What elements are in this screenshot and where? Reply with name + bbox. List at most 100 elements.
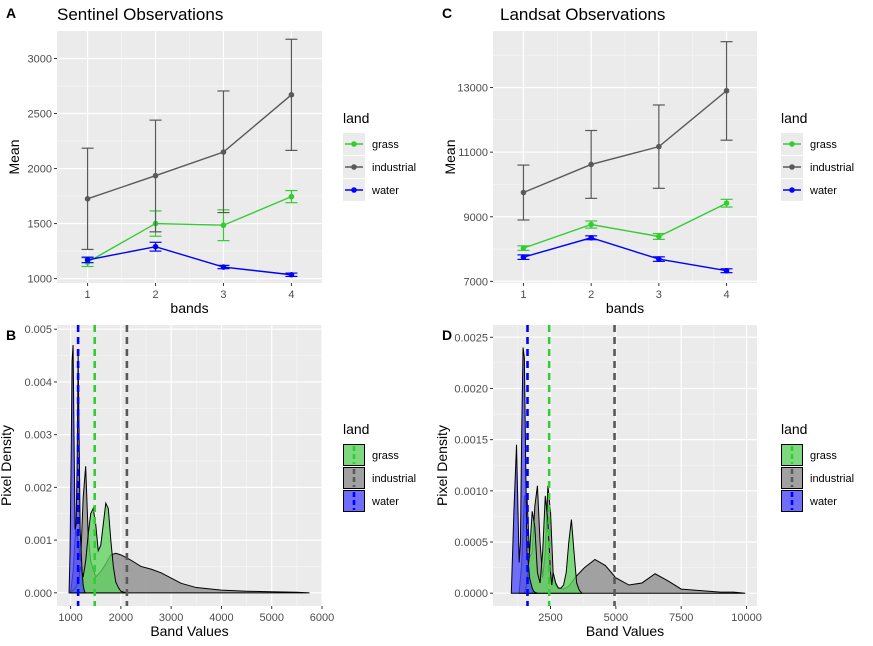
x-tick-label: 3000 [159, 612, 183, 624]
legend-label: grass [810, 139, 837, 151]
series-line [523, 90, 727, 194]
x-tick-label: 2 [152, 289, 158, 301]
y-axis-title: Pixel Density [0, 425, 14, 506]
panel-b: B 0.000 0.001 0.002 0.003 0.004 0.005 1000 2000 3… [0, 324, 416, 639]
legend-title: land [343, 110, 369, 126]
legend-title: land [781, 421, 807, 437]
data-point [588, 221, 594, 228]
legend: land grass industrial water [343, 421, 416, 512]
x-tick-label: 7500 [669, 612, 693, 624]
panel-letter: B [6, 327, 16, 343]
x-axis-title: bands [170, 300, 208, 316]
data-point [220, 264, 227, 270]
x-tick-label: 2000 [109, 612, 133, 624]
legend-label: water [371, 185, 399, 197]
data-point [588, 234, 594, 241]
data-point [588, 161, 594, 168]
legend-key-point [789, 141, 795, 147]
y-axis-title: Pixel Density [434, 425, 450, 506]
y-tick-label: 0.0010 [454, 486, 488, 498]
y-tick-label: 0.0005 [454, 537, 488, 549]
data-point [288, 271, 295, 278]
data-point [656, 256, 662, 262]
data-point [723, 267, 730, 274]
legend-label: industrial [810, 473, 854, 485]
legend-label: water [809, 496, 837, 508]
legend-key-point [789, 187, 795, 193]
data-point [220, 222, 227, 229]
series-industrial [81, 38, 298, 251]
series-line [87, 245, 292, 276]
series-industrial [517, 41, 733, 221]
panel-a: A Sentinel Observations 1000 1500 2000 2500 30… [6, 5, 416, 316]
x-tick-label: 5000 [604, 612, 628, 624]
legend: land grass industrial water [781, 421, 854, 512]
data-point [152, 172, 159, 179]
panel-letter: A [6, 5, 16, 21]
data-point [520, 189, 527, 196]
panel-letter: C [442, 5, 452, 21]
legend-label: grass [372, 139, 399, 151]
x-tick-label: 6000 [310, 612, 334, 624]
x-tick-label: 4 [723, 289, 729, 301]
y-tick-label: 7000 [464, 276, 488, 288]
y-tick-label: 0.002 [24, 482, 52, 494]
x-tick-label: 10000 [731, 612, 762, 624]
y-tick-label: 0.000 [24, 588, 52, 600]
y-tick-label: 3000 [28, 54, 52, 66]
y-tick-label: 2500 [28, 109, 52, 121]
y-tick-label: 0.004 [24, 377, 52, 389]
y-tick-label: 9000 [464, 212, 488, 224]
data-point [220, 149, 227, 155]
data-point [288, 92, 295, 98]
y-tick-label: 0.0000 [454, 588, 488, 600]
density-area [70, 466, 310, 594]
legend-label: industrial [372, 162, 416, 174]
x-axis-title: Band Values [586, 623, 664, 639]
data-point [723, 200, 730, 206]
y-tick-label: 0.0020 [454, 383, 488, 395]
series-line [87, 94, 292, 200]
series-water [81, 241, 298, 278]
y-tick-label: 0.001 [24, 535, 52, 547]
y-tick-label: 0.003 [24, 430, 52, 442]
legend-key-point [351, 141, 357, 147]
series-line [523, 237, 727, 272]
density-grass [523, 495, 583, 594]
panel-d: D 0.0000 0.0005 0.0010 0.0015 0.0020 0.0025 250… [434, 325, 854, 639]
data-point [84, 196, 91, 202]
legend-label: water [371, 496, 399, 508]
panel-c: C Landsat Observations 7000 9000 11000 13000 1… [442, 5, 854, 316]
x-tick-label: 3 [220, 289, 226, 301]
x-tick-label: 5000 [259, 612, 283, 624]
y-tick-label: 13000 [457, 83, 488, 95]
x-tick-label: 2500 [538, 612, 562, 624]
y-axis-title: Mean [442, 139, 458, 174]
y-tick-label: 1500 [28, 219, 52, 231]
y-tick-label: 1000 [28, 274, 52, 286]
x-tick-label: 4000 [209, 612, 233, 624]
x-tick-label: 3 [656, 289, 662, 301]
data-point [520, 245, 527, 251]
legend-key-point [789, 164, 795, 170]
data-point [520, 254, 527, 260]
x-tick-label: 1 [85, 289, 91, 301]
legend-label: grass [372, 450, 399, 462]
chart-title: Sentinel Observations [57, 5, 223, 24]
legend-key-point [351, 187, 357, 193]
legend-key-point [351, 164, 357, 170]
chart-title: Landsat Observations [500, 5, 665, 24]
legend: land grass industrial water [781, 110, 854, 201]
legend-label: grass [810, 450, 837, 462]
y-tick-label: 11000 [458, 147, 488, 159]
y-axis-title: Mean [6, 139, 22, 174]
x-tick-label: 1000 [58, 612, 82, 624]
data-point [288, 193, 295, 200]
data-point [656, 143, 662, 150]
series-line [87, 195, 292, 263]
legend-label: water [809, 185, 837, 197]
x-axis-title: bands [606, 300, 644, 316]
panel-letter: D [442, 327, 452, 343]
series-water [517, 234, 733, 274]
